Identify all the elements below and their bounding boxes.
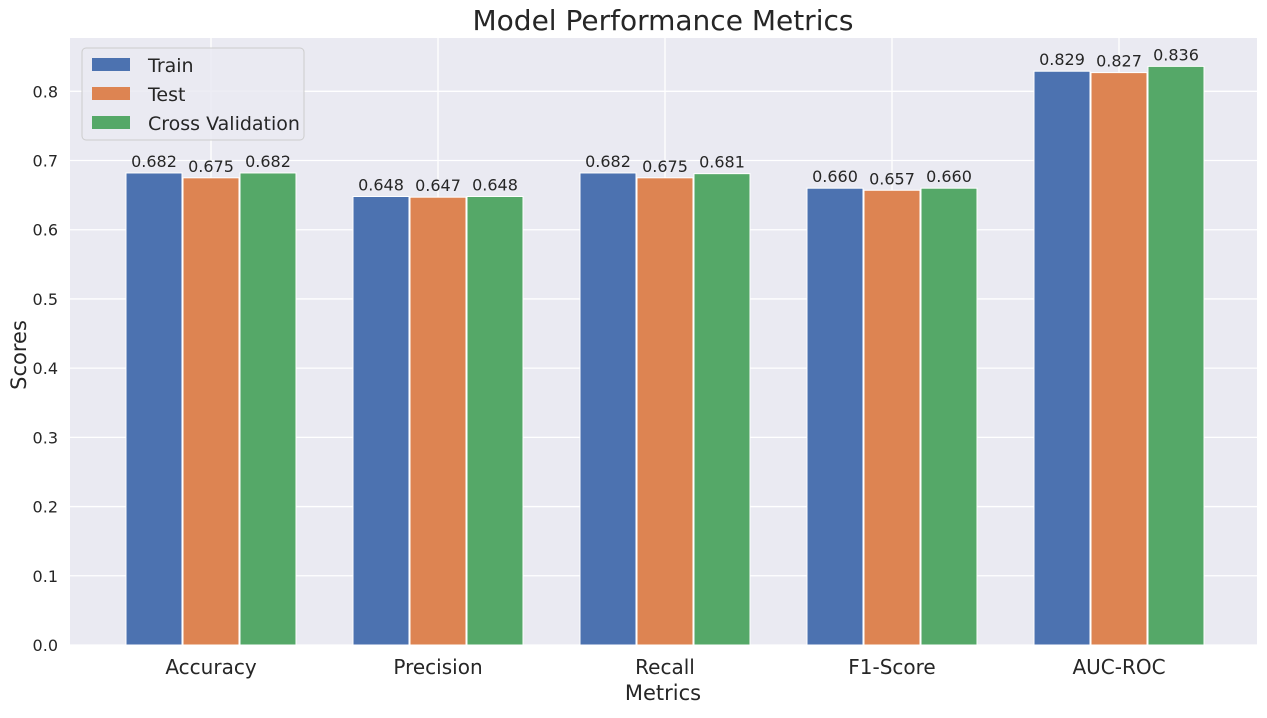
bar-train-auc-roc [1033, 70, 1091, 646]
bar-cross-validation-accuracy [239, 172, 297, 646]
legend-box [81, 47, 305, 141]
bar-test-auc-roc [1090, 72, 1148, 646]
x-axis-label: Metrics [625, 681, 701, 705]
y-tick-label: 0.4 [33, 359, 58, 378]
y-tick-label: 0.1 [33, 567, 58, 586]
y-tick-label: 0.7 [33, 152, 58, 171]
x-axis-ticks: Accuracy Precision Recall F1-Score AUC-ROC [165, 655, 1165, 679]
x-tick-label: F1-Score [848, 655, 935, 679]
bar-value-label: 0.829 [1039, 50, 1085, 69]
bar-train-recall [579, 172, 637, 646]
bar-cross-validation-auc-roc [1147, 65, 1205, 646]
y-tick-label: 0.2 [33, 498, 58, 517]
bar-value-label: 0.682 [585, 152, 631, 171]
bar-cross-validation-precision [466, 195, 524, 646]
bar-train-accuracy [125, 172, 183, 646]
x-tick-label: Recall [635, 655, 695, 679]
legend-swatch-cross-validation [92, 116, 130, 129]
bars [125, 65, 1205, 646]
bar-cross-validation-recall [693, 173, 751, 646]
bar-test-f1-score [863, 189, 921, 646]
legend-swatch-test [92, 87, 130, 100]
bar-value-labels: 0.682 0.648 0.682 0.660 0.829 0.675 0.647 0.675… [131, 45, 1199, 195]
y-tick-label: 0.5 [33, 290, 58, 309]
x-tick-label: AUC-ROC [1072, 655, 1165, 679]
y-tick-label: 0.3 [33, 428, 58, 447]
bar-value-label: 0.675 [642, 157, 688, 176]
bar-value-label: 0.660 [812, 167, 858, 186]
bar-test-recall [636, 177, 694, 646]
y-tick-label: 0.0 [33, 636, 58, 655]
bar-value-label: 0.648 [358, 175, 404, 194]
bar-value-label: 0.682 [131, 152, 177, 171]
y-tick-label: 0.6 [33, 221, 58, 240]
bar-value-label: 0.836 [1153, 45, 1199, 64]
bar-value-label: 0.648 [472, 175, 518, 194]
y-axis-ticks: 0.0 0.1 0.2 0.3 0.4 0.5 0.6 0.7 0.8 [33, 82, 58, 655]
chart-title: Model Performance Metrics [473, 4, 854, 37]
legend-swatch-train [92, 58, 130, 71]
bar-value-label: 0.681 [699, 153, 745, 172]
bar-test-precision [409, 196, 467, 646]
legend-label-train: Train [147, 55, 194, 77]
bar-value-label: 0.647 [415, 176, 461, 195]
bar-train-precision [352, 195, 410, 646]
x-tick-label: Precision [393, 655, 482, 679]
bar-value-label: 0.660 [926, 167, 972, 186]
legend-label-test: Test [147, 84, 185, 106]
bar-value-label: 0.675 [188, 157, 234, 176]
bar-value-label: 0.682 [245, 152, 291, 171]
bar-train-f1-score [806, 187, 864, 646]
legend-label-cross-validation: Cross Validation [148, 113, 300, 135]
bar-value-label: 0.827 [1096, 52, 1142, 71]
bar-value-label: 0.657 [869, 169, 915, 188]
x-tick-label: Accuracy [165, 655, 256, 679]
y-tick-label: 0.8 [33, 82, 58, 101]
bar-test-accuracy [182, 177, 240, 646]
legend: Train Test Cross Validation [81, 47, 305, 141]
y-axis-label: Scores [7, 320, 31, 390]
bar-cross-validation-f1-score [920, 187, 978, 646]
